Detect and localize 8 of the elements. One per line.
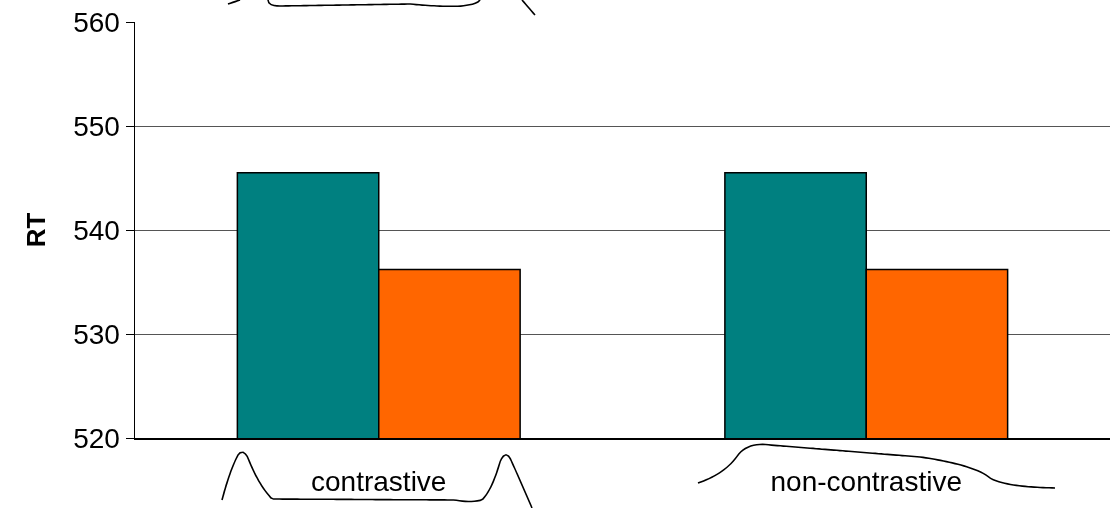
y-tick-label: 560	[73, 6, 120, 38]
x-tick-label: non-contrastive	[770, 466, 962, 498]
y-tick-label: 520	[73, 422, 120, 454]
x-tick-label: contrastive	[311, 466, 447, 498]
y-tick-label: 540	[73, 214, 120, 246]
y-tick-label: 530	[73, 318, 120, 350]
y-tick-label: 550	[73, 110, 120, 142]
y-axis-title: RT	[20, 212, 51, 248]
